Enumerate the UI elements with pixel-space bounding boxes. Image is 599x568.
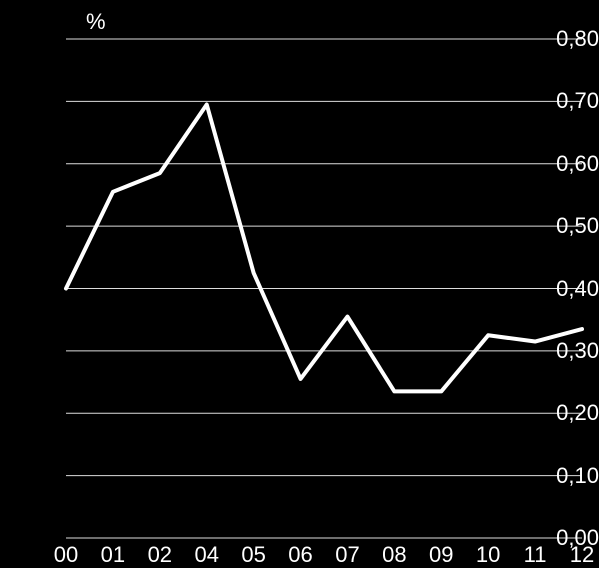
x-tick-label: 07: [335, 542, 359, 568]
y-tick-label: 0,70: [541, 88, 599, 114]
line-chart: % 0,800,700,600,500,400,300,200,100,00 0…: [0, 0, 599, 568]
x-tick-label: 04: [194, 542, 218, 568]
x-tick-label: 09: [429, 542, 453, 568]
chart-svg: [0, 0, 599, 568]
x-tick-label: 12: [570, 542, 594, 568]
y-tick-label: 0,80: [541, 26, 599, 52]
y-tick-label: 0,10: [541, 463, 599, 489]
y-axis-title: %: [86, 9, 106, 35]
x-tick-label: 01: [101, 542, 125, 568]
y-tick-label: 0,60: [541, 151, 599, 177]
x-tick-label: 10: [476, 542, 500, 568]
y-tick-label: 0,30: [541, 338, 599, 364]
x-tick-label: 00: [54, 542, 78, 568]
y-tick-label: 0,40: [541, 276, 599, 302]
y-tick-label: 0,50: [541, 213, 599, 239]
data-line: [66, 104, 582, 391]
x-tick-label: 06: [288, 542, 312, 568]
y-tick-label: 0,20: [541, 400, 599, 426]
x-tick-label: 02: [148, 542, 172, 568]
x-tick-label: 05: [241, 542, 265, 568]
x-tick-label: 08: [382, 542, 406, 568]
x-tick-label: 11: [524, 542, 547, 568]
